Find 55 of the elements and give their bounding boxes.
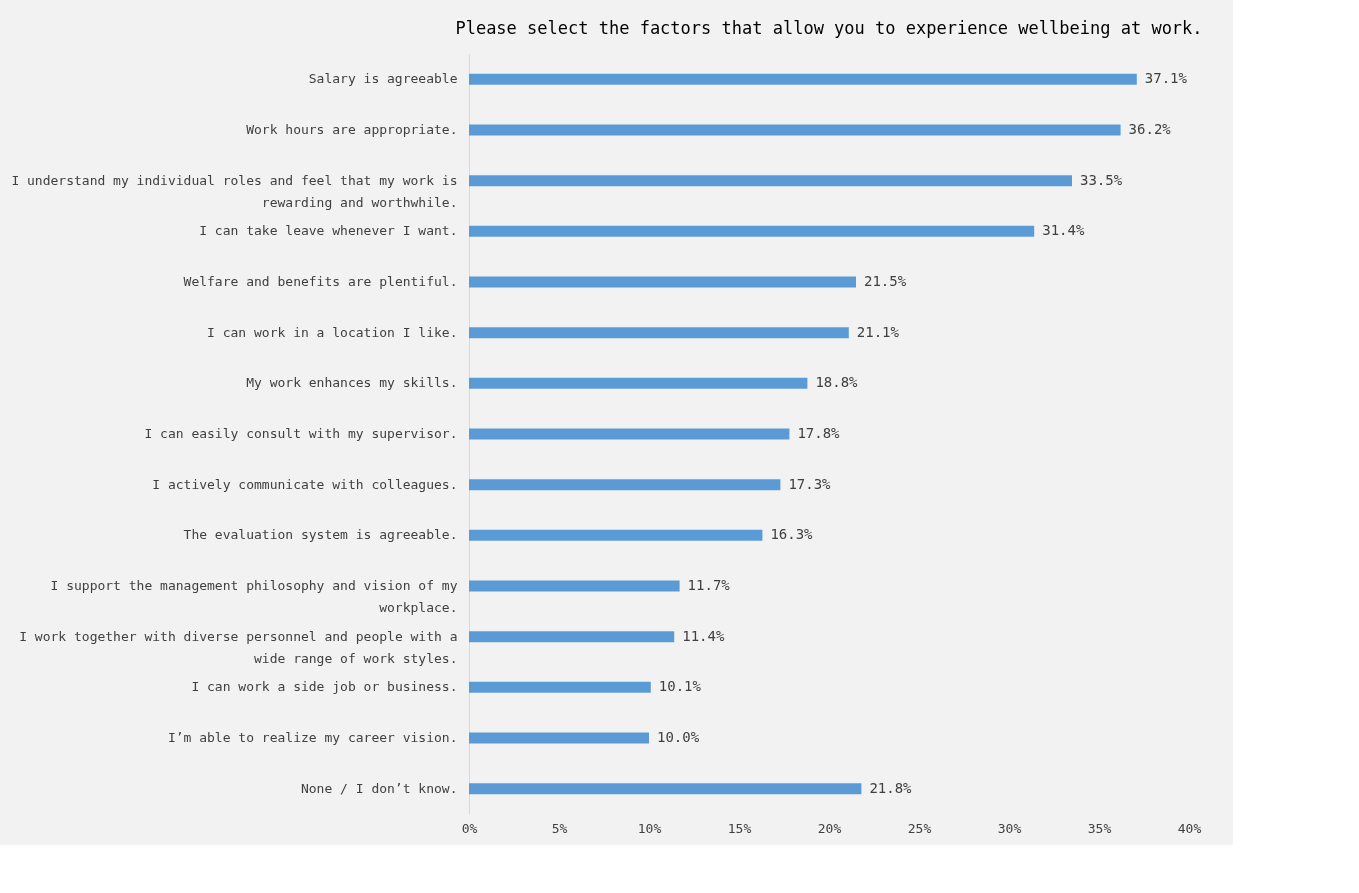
y-tick-label: I can take leave whenever I want. — [199, 223, 458, 239]
y-tick-label: Salary is agreeable — [308, 71, 458, 87]
y-tick-label: I work together with diverse personnel and people with a wide range of work styles. — [19, 628, 458, 666]
bar — [469, 175, 1072, 187]
y-tick-label: None / I don’t know. — [300, 780, 458, 796]
y-tick-label: I can easily consult with my supervisor. — [144, 426, 458, 441]
x-tick-label: 0% — [461, 820, 478, 836]
data-label: 36.2% — [1128, 121, 1172, 137]
data-label: 18.8% — [815, 374, 859, 391]
data-label: 21.1% — [856, 323, 900, 340]
y-tick-label: Welfare and benefits are plentiful. — [183, 274, 458, 289]
data-label: 10.1% — [658, 678, 702, 695]
data-label: 17.8% — [797, 425, 841, 441]
data-label: 33.5% — [1080, 171, 1123, 188]
data-label: 21.8% — [869, 779, 913, 796]
x-tick-label: 35% — [1087, 820, 1112, 836]
data-label: 16.3% — [770, 526, 814, 543]
bar — [469, 783, 862, 795]
chart-title: Please select the factors that allow you to experience wellbeing at work. — [455, 18, 1203, 38]
data-label: 17.3% — [788, 475, 832, 492]
x-tick-label: 20% — [817, 820, 842, 836]
y-tick-label: My work enhances my skills. — [246, 375, 458, 391]
bar — [469, 428, 790, 440]
data-label: 11.7% — [687, 577, 731, 593]
y-tick-label: I can work a side job or business. — [191, 679, 458, 695]
y-tick-label: I support the management philosophy and vision of my workplace. — [50, 578, 458, 615]
x-tick-label: 10% — [637, 820, 662, 836]
bar — [469, 124, 1121, 136]
y-tick-label: Work hours are appropriate. — [246, 122, 458, 137]
x-tick-label: 15% — [727, 820, 752, 836]
data-label: 10.0% — [657, 729, 700, 745]
bar — [469, 225, 1035, 237]
bar — [469, 580, 680, 592]
y-tick-label: I can work in a location I like. — [207, 324, 458, 340]
bar — [469, 377, 808, 389]
bar — [469, 73, 1137, 85]
bar — [469, 479, 781, 491]
y-tick-label: I understand my individual roles and feel that my work is rewarding and worthwhile. — [11, 172, 458, 210]
data-label: 31.4% — [1042, 222, 1085, 239]
y-tick-label: I actively communicate with colleagues. — [152, 476, 458, 492]
y-tick-label: The evaluation system is agreeable. — [183, 527, 458, 543]
bar — [469, 276, 856, 288]
bar — [469, 732, 649, 744]
y-tick-label: I’m able to realize my career vision. — [167, 730, 458, 745]
x-tick-label: 30% — [997, 820, 1022, 836]
x-tick-label: 40% — [1177, 820, 1202, 836]
bar — [469, 681, 651, 693]
bar — [469, 327, 849, 339]
x-tick-label: 25% — [907, 820, 932, 836]
x-tick-label: 5% — [551, 820, 568, 836]
data-label: 11.4% — [682, 627, 725, 644]
data-label: 37.1% — [1144, 70, 1188, 87]
bar — [469, 631, 675, 643]
bar — [469, 529, 763, 541]
data-label: 21.5% — [864, 273, 907, 289]
